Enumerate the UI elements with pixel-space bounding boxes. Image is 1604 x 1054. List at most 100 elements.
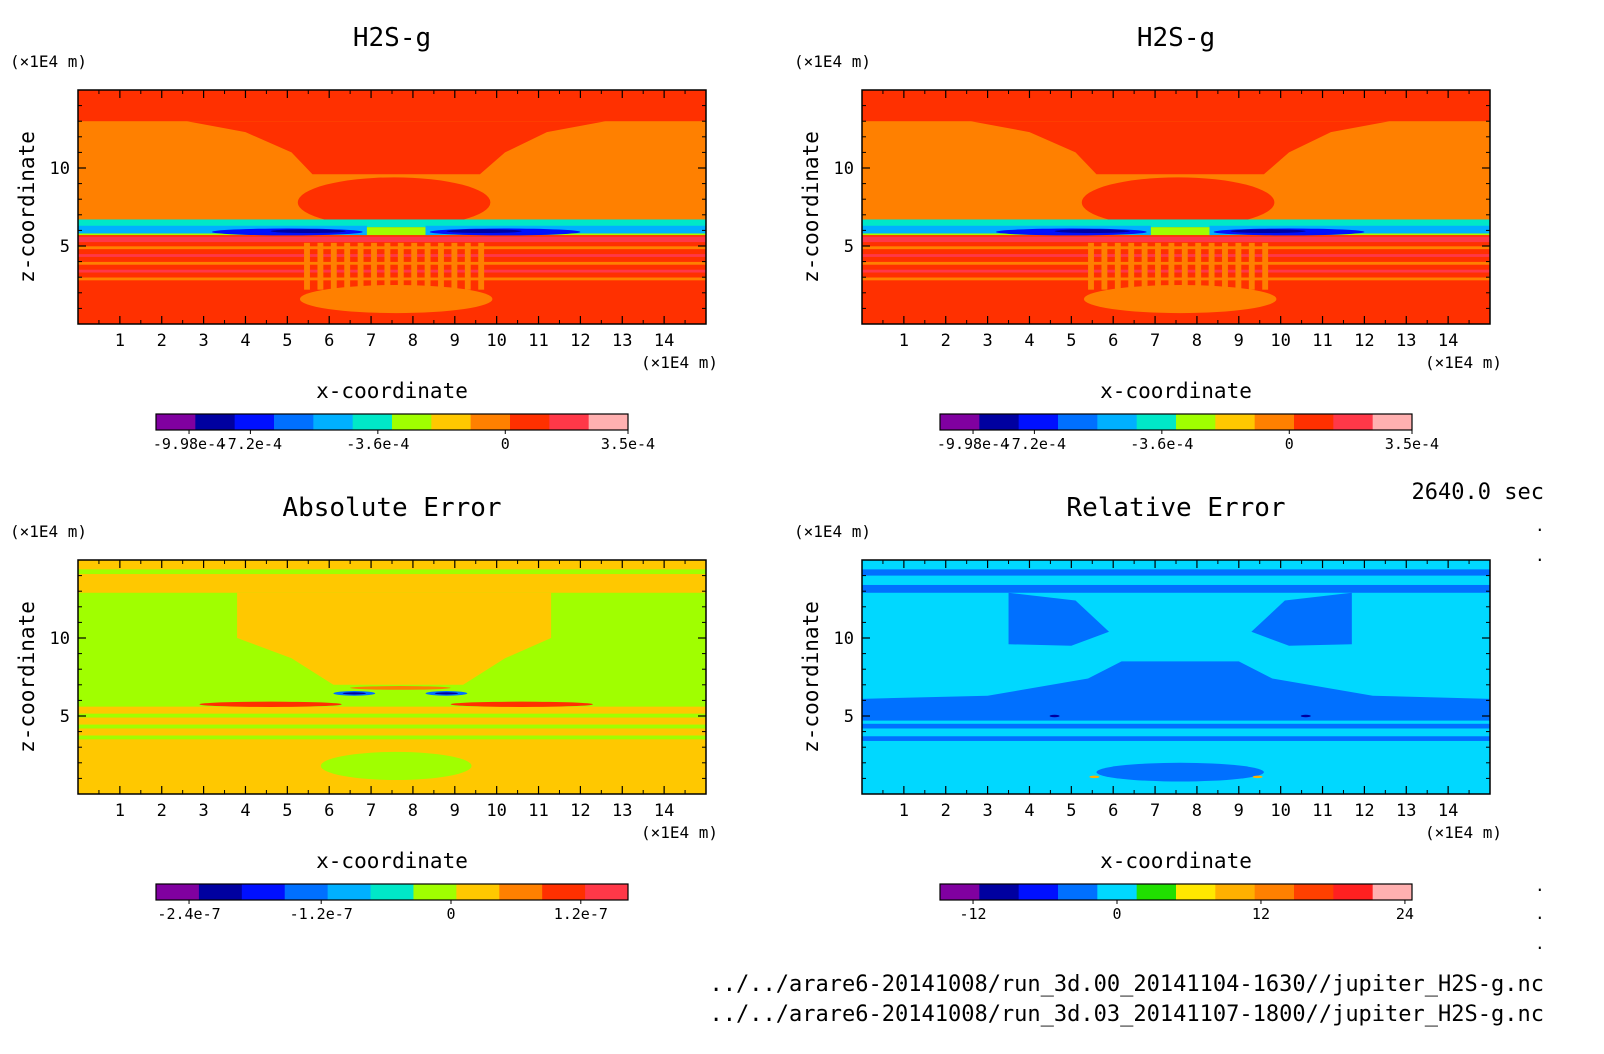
colorbar-label: -1.2e-7 — [290, 905, 353, 923]
stripe — [78, 277, 706, 281]
stripe — [1222, 242, 1228, 290]
x-tick-label: 2 — [157, 801, 167, 821]
colorbar-swatch — [1254, 884, 1295, 900]
stripe — [78, 569, 706, 575]
x-axis-label: x-coordinate — [316, 379, 468, 403]
x-tick-label: 5 — [1066, 801, 1076, 821]
x-tick-label: 5 — [282, 801, 292, 821]
colorbar-label: -7.2e-4 — [1003, 435, 1066, 453]
x-tick-label: 7 — [366, 801, 376, 821]
stripe — [78, 236, 706, 243]
spot — [1300, 714, 1311, 718]
stripe — [78, 254, 706, 257]
plume-core — [297, 177, 491, 228]
colorbar-label: 0 — [501, 435, 510, 453]
stripe — [411, 242, 418, 290]
colorbar-swatch — [431, 414, 472, 430]
x-tick-label: 14 — [654, 801, 674, 821]
error-streak-right — [450, 701, 593, 707]
y-tick-label: 10 — [834, 159, 854, 179]
x-tick-label: 8 — [408, 801, 418, 821]
colorbar-swatch — [156, 884, 200, 900]
file-path-1: ../../arare6-20141008/run_3d.00_20141104… — [709, 972, 1544, 997]
colorbar-label: 3.5e-4 — [1385, 435, 1439, 453]
x-tick-label: 12 — [570, 331, 590, 351]
stripe — [862, 246, 1490, 250]
plume-cap — [186, 121, 606, 175]
colorbar-swatch — [456, 884, 500, 900]
colorbar-swatch — [198, 884, 243, 900]
colorbar-swatch — [1333, 884, 1374, 900]
colorbar-swatch — [1176, 884, 1216, 900]
colorbar-label: -7.2e-4 — [219, 435, 282, 453]
stripe — [78, 724, 706, 729]
colorbar-swatch — [274, 414, 314, 430]
x-axis-label: x-coordinate — [1100, 379, 1252, 403]
colorbar-swatch — [542, 884, 586, 900]
stripe — [78, 713, 706, 718]
lower-blob — [320, 751, 472, 780]
stripe — [862, 584, 1490, 593]
colorbar-swatch — [234, 414, 275, 430]
plume-region — [237, 592, 552, 685]
x-axis-label: x-coordinate — [1100, 849, 1252, 873]
x-tick-label: 1 — [115, 331, 125, 351]
colorbar-swatch — [940, 884, 980, 900]
y-tick-label: 5 — [60, 237, 70, 257]
y-tick-label: 5 — [60, 707, 70, 727]
colorbar-label: 0 — [1112, 905, 1121, 923]
chart-title: Relative Error — [1066, 493, 1285, 523]
stripe — [78, 735, 706, 740]
y-axis-label: z-coordinate — [15, 601, 39, 753]
stripe — [1128, 242, 1135, 290]
plume-cap — [970, 121, 1390, 175]
colorbar-swatch — [413, 884, 457, 900]
stripe — [1141, 242, 1148, 290]
colorbar-swatch — [156, 414, 196, 430]
cloud-layer — [862, 219, 1490, 228]
x-tick-label: 3 — [198, 801, 208, 821]
y-tick-label: 5 — [844, 707, 854, 727]
colorbar-label: 0 — [1285, 435, 1294, 453]
x-tick-label: 3 — [982, 331, 992, 351]
stripe — [862, 736, 1490, 741]
stripe — [78, 261, 706, 265]
x-tick-label: 4 — [240, 801, 250, 821]
error-streak — [350, 686, 451, 690]
chart-panel: Relative Error(×1E4 m)1 2 3 4 5 6 7 8 9 10 11 12 13 1… — [794, 493, 1502, 923]
stripe — [464, 242, 471, 290]
heatmap-field — [862, 560, 1490, 794]
cloud-layer — [78, 219, 706, 228]
stripe — [1181, 242, 1188, 290]
cloud-depletion-left — [1054, 229, 1130, 234]
x-tick-label: 2 — [157, 331, 167, 351]
colorbar-swatch — [1254, 414, 1295, 430]
x-tick-label: 8 — [408, 331, 418, 351]
x-tick-label: 14 — [1438, 801, 1458, 821]
x-tick-label: 8 — [1192, 331, 1202, 351]
stripe — [862, 269, 1490, 273]
x-tick-label: 13 — [1396, 801, 1416, 821]
colorbar-label: 1.2e-7 — [554, 905, 608, 923]
x-tick-label: 9 — [450, 801, 460, 821]
colorbar-swatch — [1333, 414, 1374, 430]
x-tick-label: 5 — [1066, 331, 1076, 351]
stripe — [1248, 242, 1255, 290]
y-unit-label: (×1E4 m) — [794, 522, 871, 541]
stripe — [78, 580, 706, 585]
lower-blob — [1083, 285, 1277, 314]
lower-region — [862, 661, 1490, 721]
dot-marker: . — [1535, 904, 1545, 923]
x-tick-label: 4 — [1024, 801, 1034, 821]
colorbar-swatch — [1136, 414, 1177, 430]
heatmap-field — [78, 560, 706, 794]
y-axis-label: z-coordinate — [15, 131, 39, 283]
colorbar-swatch — [1136, 884, 1177, 900]
x-tick-label: 2 — [941, 801, 951, 821]
x-tick-label: 11 — [528, 801, 548, 821]
x-tick-label: 7 — [1150, 331, 1160, 351]
stripe — [330, 242, 337, 290]
colorbar-label: -12 — [959, 905, 986, 923]
stripe — [1262, 242, 1269, 290]
x-tick-label: 11 — [1312, 331, 1332, 351]
